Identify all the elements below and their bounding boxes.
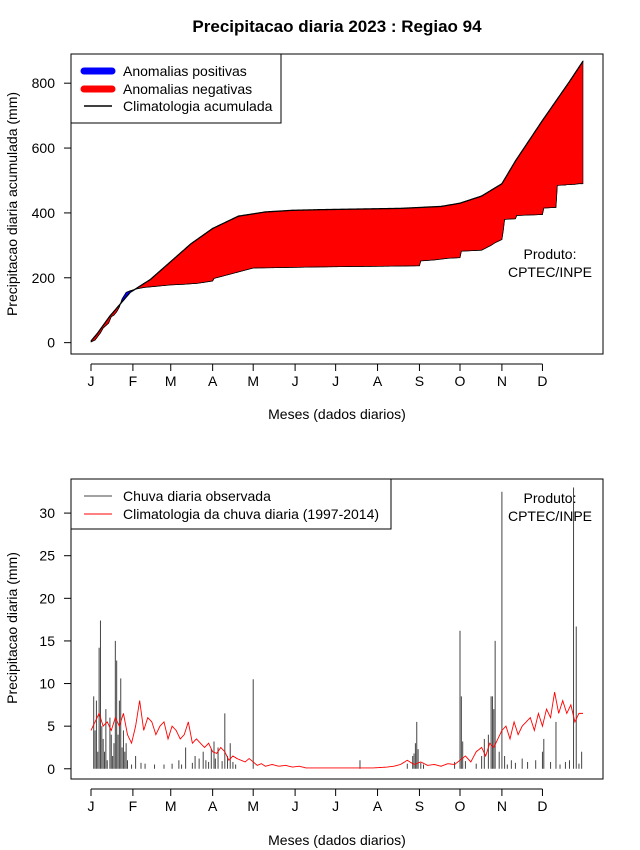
bottom-axes: 0 5 10 15 20 25 30 J F M A M J J A S O N D Meses (dados dia… <box>4 505 548 848</box>
x-tick-label: A <box>208 798 218 814</box>
x-tick-label: F <box>129 798 138 814</box>
cumulative-lines <box>90 60 584 343</box>
x-tick-label: D <box>537 373 547 389</box>
x-axis-title: Meses (dados diarios) <box>268 832 406 848</box>
x-tick-label: J <box>332 373 339 389</box>
x-axis-title: Meses (dados diarios) <box>268 406 406 422</box>
y-tick-label: 0 <box>47 761 55 777</box>
y-tick-label: 0 <box>47 335 55 351</box>
climatology-cumulative-line <box>90 60 584 342</box>
x-tick-label: S <box>415 798 424 814</box>
observed-cumulative-line <box>90 183 583 343</box>
product-label-line: CPTEC/INPE <box>508 508 592 524</box>
x-tick-label: J <box>292 373 299 389</box>
x-tick-label: M <box>247 373 259 389</box>
x-tick-label: J <box>88 798 95 814</box>
x-tick-label: A <box>373 798 383 814</box>
legend-label: Anomalias positivas <box>123 63 247 79</box>
x-tick-label: M <box>165 373 177 389</box>
climatology-daily-line <box>90 691 583 769</box>
y-tick-label: 5 <box>47 718 55 734</box>
x-tick-label: M <box>247 798 259 814</box>
y-tick-label: 20 <box>39 590 55 606</box>
x-tick-label: J <box>88 373 95 389</box>
legend-label: Climatologia acumulada <box>123 98 273 114</box>
x-tick-label: A <box>208 373 218 389</box>
x-tick-label: D <box>537 798 547 814</box>
legend-label: Climatologia da chuva diaria (1997-2014) <box>123 506 379 522</box>
x-tick-label: N <box>497 798 507 814</box>
y-tick-label: 30 <box>39 505 55 521</box>
y-tick-label: 400 <box>32 205 56 221</box>
x-tick-label: S <box>415 373 424 389</box>
x-tick-label: F <box>129 373 138 389</box>
y-tick-label: 15 <box>39 633 55 649</box>
top-axes: 0 200 400 600 800 J F M A M J J A S O N D Meses (dados di… <box>4 75 548 422</box>
bottom-product-label: Produto: CPTEC/INPE <box>508 490 592 524</box>
y-tick-label: 200 <box>32 270 56 286</box>
legend-box <box>70 478 392 530</box>
y-tick-label: 600 <box>32 140 56 156</box>
top-legend: Anomalias positivas Anomalias negativasCl… <box>70 53 282 124</box>
x-tick-label: A <box>373 373 383 389</box>
product-label-line: CPTEC/INPE <box>508 264 592 280</box>
y-tick-label: 800 <box>32 75 56 91</box>
product-label-line: Produto: <box>524 490 577 506</box>
cumulative-precipitation-panel: 0 200 400 600 800 J F M A M J J A S O N D Meses (dados di… <box>4 53 604 422</box>
daily-precipitation-panel: 0 5 10 15 20 25 30 J F M A M J J A S O N D Meses (dados dia… <box>4 478 604 848</box>
x-tick-label: J <box>292 798 299 814</box>
x-tick-label: O <box>455 373 466 389</box>
y-axis-title: Precipitacao diaria (mm) <box>4 552 20 704</box>
figure-title: Precipitacao diaria 2023 : Regiao 94 <box>192 17 482 36</box>
bottom-legend: Chuva diaria observada Climatologia da ch… <box>70 478 392 530</box>
y-tick-label: 25 <box>39 548 55 564</box>
y-tick-label: 10 <box>39 676 55 692</box>
x-tick-label: M <box>165 798 177 814</box>
legend-label: Chuva diaria observada <box>123 488 271 504</box>
y-axis-title: Precipitacao diaria acumulada (mm) <box>4 92 20 316</box>
legend-label: Anomalias negativas <box>123 81 252 97</box>
x-tick-label: O <box>455 798 466 814</box>
x-tick-label: J <box>332 798 339 814</box>
x-tick-label: N <box>497 373 507 389</box>
observed-daily-bars <box>93 487 583 769</box>
product-label-line: Produto: <box>524 246 577 262</box>
top-product-label: Produto: CPTEC/INPE <box>508 246 592 280</box>
climatology-daily-line <box>90 691 583 769</box>
